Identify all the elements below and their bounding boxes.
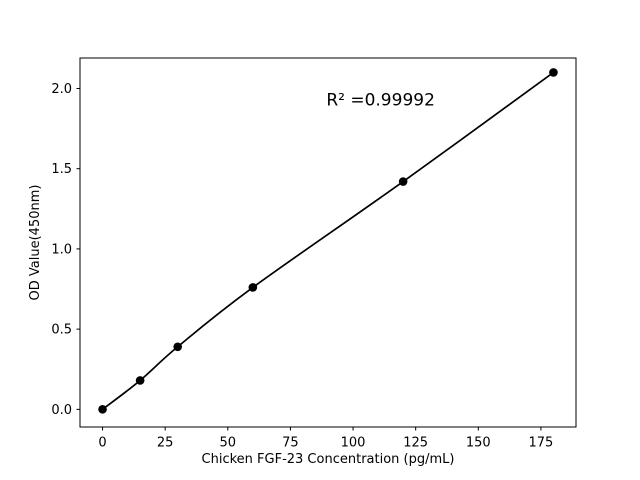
- fit-line: [101, 71, 555, 411]
- y-tick-label: 1.0: [51, 242, 72, 257]
- x-axis-label: Chicken FGF-23 Concentration (pg/mL): [202, 452, 455, 467]
- r-squared-annotation: R² =0.99992: [326, 91, 435, 111]
- y-tick-label: 0.5: [51, 323, 72, 338]
- x-tick-label: 150: [466, 436, 491, 451]
- x-tick-label: 25: [157, 436, 174, 451]
- x-tick-label: 125: [403, 436, 428, 451]
- x-tick-label: 50: [220, 436, 237, 451]
- data-point: [98, 405, 107, 414]
- data-point: [135, 376, 145, 385]
- axes-frame: [79, 57, 577, 428]
- y-tick-label: 1.5: [51, 162, 72, 177]
- y-tick-label: 2.0: [51, 82, 72, 97]
- plot-area: 0 25 50 75 100 125 150 175 0.0 0.5 1.0 1.5 2.0: [51, 57, 577, 451]
- y-tick-label: 0.0: [51, 403, 72, 418]
- x-tick-label: 175: [529, 436, 554, 451]
- y-axis-label: OD Value(450nm): [28, 185, 43, 301]
- x-tick-label: 75: [282, 436, 299, 451]
- x-tick-label: 0: [98, 436, 106, 451]
- data-point: [549, 68, 558, 77]
- data-point: [173, 342, 182, 352]
- x-tick-label: 100: [341, 436, 366, 451]
- data-point: [398, 177, 408, 186]
- data-point: [248, 283, 258, 292]
